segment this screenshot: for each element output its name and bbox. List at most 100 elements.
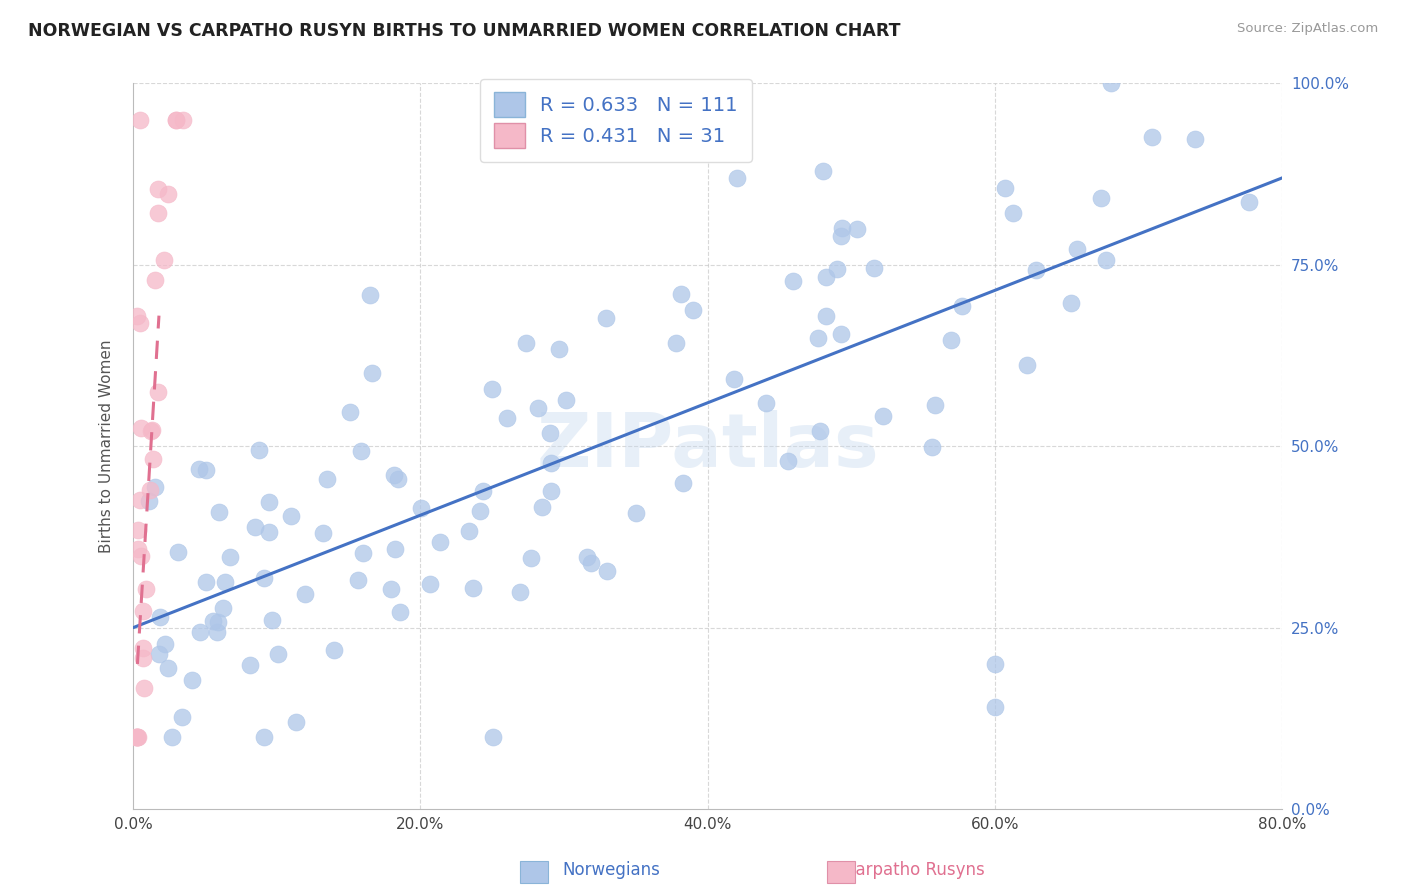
Point — [538, 425, 561, 440]
Point — [482, 730, 505, 744]
Point — [257, 524, 280, 539]
Point — [540, 484, 562, 499]
Point — [872, 409, 894, 423]
Point — [135, 582, 157, 596]
Point — [1099, 77, 1122, 91]
Point — [595, 310, 617, 325]
Point — [361, 366, 384, 380]
Point — [540, 456, 562, 470]
Point — [1017, 358, 1039, 372]
Point — [831, 220, 853, 235]
Point — [827, 262, 849, 277]
Point — [624, 506, 647, 520]
Point — [195, 575, 218, 590]
Point — [830, 326, 852, 341]
Point — [208, 505, 231, 519]
Point — [1184, 132, 1206, 146]
Point — [284, 714, 307, 729]
Point — [755, 395, 778, 409]
Point — [808, 425, 831, 439]
Point — [129, 421, 152, 435]
Point — [139, 483, 162, 497]
Point — [830, 229, 852, 244]
Point — [148, 647, 170, 661]
Point — [481, 382, 503, 396]
Point — [156, 661, 179, 675]
Point — [382, 468, 405, 483]
Point — [409, 500, 432, 515]
Point — [165, 112, 187, 127]
Point — [994, 180, 1017, 194]
Point — [1060, 296, 1083, 310]
Point — [669, 286, 692, 301]
Point — [1090, 191, 1112, 205]
Point — [723, 372, 745, 386]
Point — [315, 472, 337, 486]
Text: NORWEGIAN VS CARPATHO RUSYN BIRTHS TO UNMARRIED WOMEN CORRELATION CHART: NORWEGIAN VS CARPATHO RUSYN BIRTHS TO UN… — [28, 22, 901, 40]
Point — [384, 542, 406, 557]
Point — [132, 651, 155, 665]
Point — [267, 648, 290, 662]
Point — [195, 462, 218, 476]
Point — [429, 535, 451, 549]
Point — [207, 615, 229, 629]
Point — [170, 710, 193, 724]
Point — [350, 444, 373, 458]
Point — [212, 600, 235, 615]
Point — [219, 549, 242, 564]
Point — [665, 335, 688, 350]
Point — [280, 508, 302, 523]
Point — [131, 640, 153, 655]
Point — [984, 657, 1007, 671]
Point — [950, 300, 973, 314]
Point — [129, 549, 152, 563]
Point — [815, 310, 838, 324]
Point — [262, 613, 284, 627]
Point — [461, 581, 484, 595]
Point — [165, 112, 187, 127]
Point — [682, 302, 704, 317]
Point — [457, 524, 479, 538]
Point — [139, 424, 162, 438]
Point — [984, 700, 1007, 714]
Point — [575, 549, 598, 564]
Point — [153, 637, 176, 651]
Point — [322, 643, 344, 657]
Point — [596, 565, 619, 579]
Point — [380, 582, 402, 596]
Point — [128, 493, 150, 508]
Point — [207, 625, 229, 640]
Point — [148, 384, 170, 399]
Point — [814, 269, 837, 284]
Point — [496, 410, 519, 425]
Point — [146, 182, 169, 196]
Point — [138, 494, 160, 508]
Point — [214, 575, 236, 590]
Point — [146, 206, 169, 220]
Point — [387, 472, 409, 486]
Point — [520, 551, 543, 566]
Point — [253, 571, 276, 585]
Point — [924, 398, 946, 412]
Point — [388, 605, 411, 619]
Point — [1001, 206, 1024, 220]
Point — [172, 112, 194, 127]
Point — [312, 525, 335, 540]
Point — [259, 495, 281, 509]
Point — [471, 484, 494, 499]
Point — [127, 309, 149, 323]
Point — [921, 441, 943, 455]
Point — [188, 625, 211, 640]
Point — [132, 681, 155, 695]
Point — [143, 480, 166, 494]
Point — [515, 335, 537, 350]
Point — [129, 316, 152, 330]
Point — [127, 730, 149, 744]
Point — [201, 614, 224, 628]
Text: Norwegians: Norwegians — [562, 861, 661, 879]
Point — [527, 401, 550, 415]
Point — [149, 609, 172, 624]
Point — [1095, 252, 1118, 267]
Point — [127, 541, 149, 556]
Point — [188, 462, 211, 476]
